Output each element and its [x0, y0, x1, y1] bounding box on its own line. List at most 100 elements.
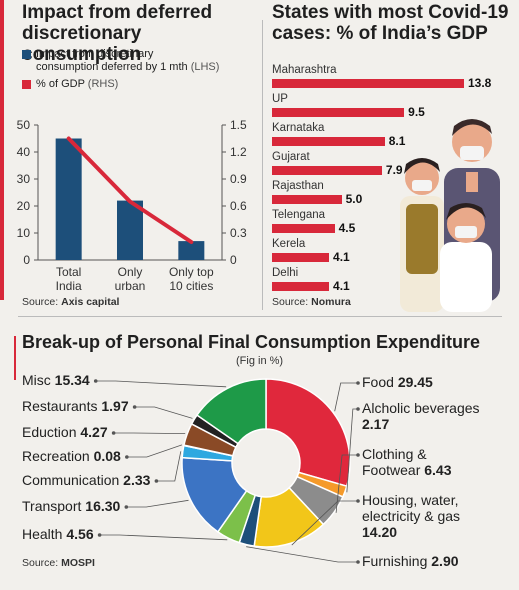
- legend-item-line: % of GDP (RHS): [22, 78, 262, 91]
- state-row: Rajasthan 5.0: [272, 180, 518, 209]
- bar-0: [55, 138, 82, 260]
- leader-line-5: [99, 534, 228, 541]
- leader-dot-5: [97, 533, 102, 537]
- right-tick-label: 0.9: [230, 172, 247, 186]
- x-tick-label: Only top: [169, 265, 214, 279]
- leader-line-11: [95, 380, 227, 388]
- donut-slice-0: [265, 378, 351, 488]
- woman-figure: [400, 158, 444, 312]
- people-illustration: [400, 119, 500, 312]
- state-label: Kerela: [272, 238, 306, 250]
- donut-slice-11: [195, 378, 267, 445]
- panel2-source: Source: Nomura: [272, 296, 351, 308]
- panel-divider: [262, 20, 263, 310]
- leader-dot-8: [125, 455, 129, 459]
- state-value-label: 4.1: [333, 250, 350, 264]
- state-label: Delhi: [272, 267, 299, 279]
- state-row: Gujarat 7.9: [272, 151, 518, 180]
- leader-line-9: [113, 432, 186, 434]
- state-row: Delhi 4.1: [272, 267, 518, 296]
- leader-line-6: [126, 499, 189, 508]
- leader-line-4: [246, 546, 358, 563]
- leader-line-8: [126, 444, 183, 458]
- right-tick-label: 0.3: [230, 226, 247, 240]
- section-divider: [18, 316, 502, 317]
- left-tick-label: 40: [17, 145, 31, 159]
- left-tick-label: 30: [17, 172, 31, 186]
- leader-dot-6: [124, 505, 129, 509]
- left-tick-label: 10: [17, 226, 31, 240]
- legend-swatch-bars: [22, 50, 31, 59]
- state-label: Rajasthan: [272, 180, 324, 192]
- leader-dot-10: [132, 405, 137, 409]
- x-tick-label: urban: [115, 279, 146, 293]
- right-tick-label: 1.2: [230, 145, 247, 159]
- state-row: Maharashtra 13.8: [272, 64, 518, 93]
- panel1-legend: Impact from discretinary consumption def…: [22, 48, 262, 91]
- panel1-source: Source: Axis capital: [22, 296, 120, 308]
- state-bar: [272, 137, 385, 146]
- child-figure: [440, 203, 492, 312]
- bar-2: [178, 241, 205, 260]
- state-bar: [272, 108, 405, 117]
- accent-bar: [0, 0, 4, 300]
- x-tick-label: Only: [118, 265, 143, 279]
- panel3-source: Source: MOSPI: [22, 557, 95, 569]
- state-label: UP: [272, 93, 288, 105]
- state-label: Karnataka: [272, 122, 325, 134]
- panel1-title: Impact from deferred discretionary consu…: [22, 2, 213, 65]
- bar-1: [117, 200, 143, 260]
- right-tick-label: 0.6: [230, 199, 247, 213]
- state-label: Gujarat: [272, 151, 310, 163]
- leader-line-7: [156, 451, 182, 482]
- panel2-title: States with most Covid-19 cases: % of In…: [272, 2, 509, 44]
- x-tick-label: 10 cities: [169, 279, 213, 293]
- gdp-line: [66, 136, 194, 244]
- leader-dot-3: [356, 499, 360, 503]
- leader-line-10: [134, 406, 193, 419]
- state-bar: [272, 166, 382, 175]
- panel3-subtitle: (Fig in %): [236, 355, 284, 367]
- leader-dot-4: [356, 560, 360, 564]
- leader-line-2: [335, 454, 358, 513]
- state-value-label: 4.5: [338, 221, 356, 235]
- state-value-label: 8.1: [388, 134, 406, 148]
- leader-dot-0: [356, 381, 360, 385]
- pfce-donut-chart: [93, 378, 360, 564]
- legend-item-bars: Impact from discretinary consumption def…: [22, 48, 262, 74]
- leader-dot-2: [356, 453, 360, 457]
- state-value-label: 7.9: [385, 163, 403, 177]
- state-label: Telengana: [272, 209, 326, 221]
- state-value-label: 5.0: [345, 192, 363, 206]
- state-bar: [272, 195, 342, 204]
- state-value-label: 13.8: [468, 76, 492, 90]
- left-tick-label: 20: [17, 199, 31, 213]
- left-tick-label: 0: [23, 253, 30, 267]
- state-row: Kerela 4.1: [272, 238, 518, 267]
- state-row: Karnataka 8.1: [272, 122, 518, 151]
- state-bar: [272, 253, 330, 262]
- state-bar: [272, 282, 330, 291]
- panel3-title: Break-up of Personal Final Consumption E…: [22, 332, 481, 352]
- leader-line-0: [334, 382, 358, 412]
- state-value-label: 4.1: [333, 279, 350, 293]
- state-row: UP 9.5: [272, 93, 518, 122]
- legend-swatch-line: [22, 80, 31, 89]
- leader-dot-1: [356, 407, 360, 411]
- state-row: Telengana 4.5: [272, 209, 518, 238]
- left-tick-label: 50: [17, 118, 31, 132]
- right-tick-label: 1.5: [230, 118, 247, 132]
- leader-dot-7: [154, 479, 159, 483]
- right-tick-label: 0: [230, 253, 237, 267]
- state-bar: [272, 224, 335, 233]
- state-value-label: 9.5: [408, 105, 425, 119]
- state-bar: [272, 79, 464, 88]
- x-tick-label: India: [56, 279, 82, 293]
- leader-dot-9: [111, 431, 116, 435]
- leader-dot-11: [93, 379, 98, 383]
- accent-bar-2: [14, 336, 16, 380]
- x-tick-label: Total: [56, 265, 81, 279]
- state-label: Maharashtra: [272, 64, 337, 76]
- leader-line-3: [291, 500, 358, 546]
